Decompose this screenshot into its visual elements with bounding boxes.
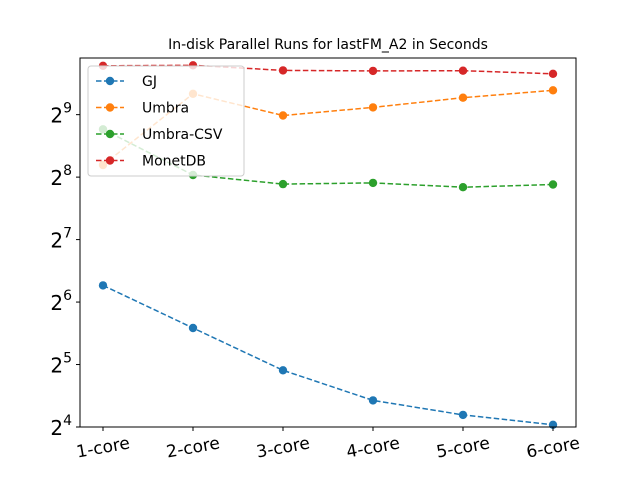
y-tick-base: 2 [50,166,63,190]
legend-marker [105,129,115,139]
data-point [278,366,288,375]
y-tick-exponent: 6 [63,288,72,304]
data-point [188,323,198,333]
data-point [458,410,468,420]
data-point [458,183,468,192]
data-point [458,93,468,102]
data-point [368,103,378,112]
y-tick-base: 2 [50,354,63,378]
data-point [278,111,288,120]
x-tick-label: 3-core [255,433,311,462]
legend-marker [105,156,115,165]
x-tick-label: 4-core [345,433,401,462]
series-line [102,64,554,75]
x-tick-label: 5-core [435,433,491,462]
legend-item-monetdb: MonetDB [96,154,206,170]
legend-item-gj: GJ [96,74,157,90]
legend-box [87,65,245,177]
y-tick-exponent: 4 [63,413,72,429]
series-gj [98,281,558,429]
y-tick-label: 28 [50,163,72,190]
data-point [278,179,288,189]
data-point [548,86,558,95]
data-point [368,66,378,76]
legend-label: GJ [142,74,157,90]
series-monetdb [98,61,558,79]
y-tick-label: 24 [50,413,72,440]
legend: GJ Umbra Umbra-CSV MonetDB [87,65,245,177]
data-point [278,66,288,75]
data-point [548,180,558,189]
y-tick-exponent: 9 [63,101,72,117]
x-tick-label: 6-core [525,433,581,462]
y-tick-exponent: 7 [63,226,72,242]
plot-frame [79,57,577,428]
data-point [368,178,378,188]
y-tick-base: 2 [50,291,63,315]
series-line [102,89,554,166]
chart-title: In-disk Parallel Runs for lastFM_A2 in S… [168,37,488,53]
legend-label: Umbra-CSV [142,127,223,143]
data-point [368,396,378,405]
legend-item-umbra-csv: Umbra-CSV [96,127,223,143]
x-axis: 1-core 2-core 3-core 4-core 5-core 6-core [75,427,581,463]
y-tick-exponent: 8 [63,163,72,179]
y-tick-exponent: 5 [63,351,72,367]
y-tick-label: 26 [50,288,72,315]
legend-label: MonetDB [142,154,206,170]
y-tick-label: 27 [50,226,72,253]
y-tick-label: 29 [50,101,72,128]
data-point [98,281,108,290]
legend-label: Umbra [142,101,189,117]
y-tick-base: 2 [50,229,63,253]
x-tick-label: 1-core [75,433,131,462]
legend-item-umbra: Umbra [96,101,189,117]
data-point [548,69,558,79]
series-line [102,284,554,426]
y-tick-base: 2 [50,104,63,128]
y-tick-label: 25 [50,351,72,378]
y-tick-base: 2 [50,416,63,440]
x-tick-label: 2-core [165,433,221,462]
legend-marker [105,76,115,86]
legend-marker [105,103,115,112]
data-point [458,66,468,75]
